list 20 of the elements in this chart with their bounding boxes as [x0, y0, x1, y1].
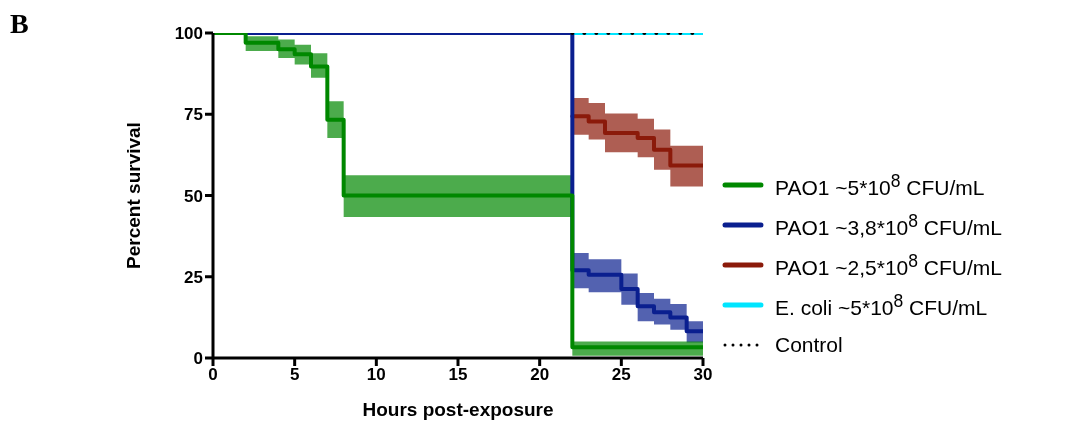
legend-label: PAO1 ~5*10$^{8}$ CFU/mL — [775, 170, 985, 200]
x-tick-label: 0 — [208, 365, 218, 385]
y-tick-label: 0 — [193, 349, 203, 369]
x-tick-label: 15 — [448, 365, 468, 385]
y-tick-label: 100 — [174, 24, 203, 44]
legend-label: PAO1 ~3,8*10$^{8}$ CFU/mL — [775, 210, 1003, 240]
chart-title: B — [10, 8, 29, 40]
x-tick-label: 30 — [693, 365, 713, 385]
x-tick-label: 20 — [530, 365, 550, 385]
legend-label: Control — [775, 333, 843, 357]
y-axis-title: Percent survival — [122, 122, 144, 269]
x-tick-label: 10 — [366, 365, 386, 385]
x-tick-label: 25 — [611, 365, 631, 385]
x-tick-label: 5 — [289, 365, 300, 385]
x-axis-title: Hours post-exposure — [362, 399, 554, 420]
y-tick-label: 25 — [184, 267, 203, 287]
legend-label: PAO1 ~2,5*10$^{8}$ CFU/mL — [775, 250, 1003, 280]
y-tick-label: 50 — [184, 186, 203, 206]
y-tick-label: 75 — [184, 105, 203, 125]
legend-label: E. coli ~5*10$^{8}$ CFU/mL — [775, 290, 988, 320]
